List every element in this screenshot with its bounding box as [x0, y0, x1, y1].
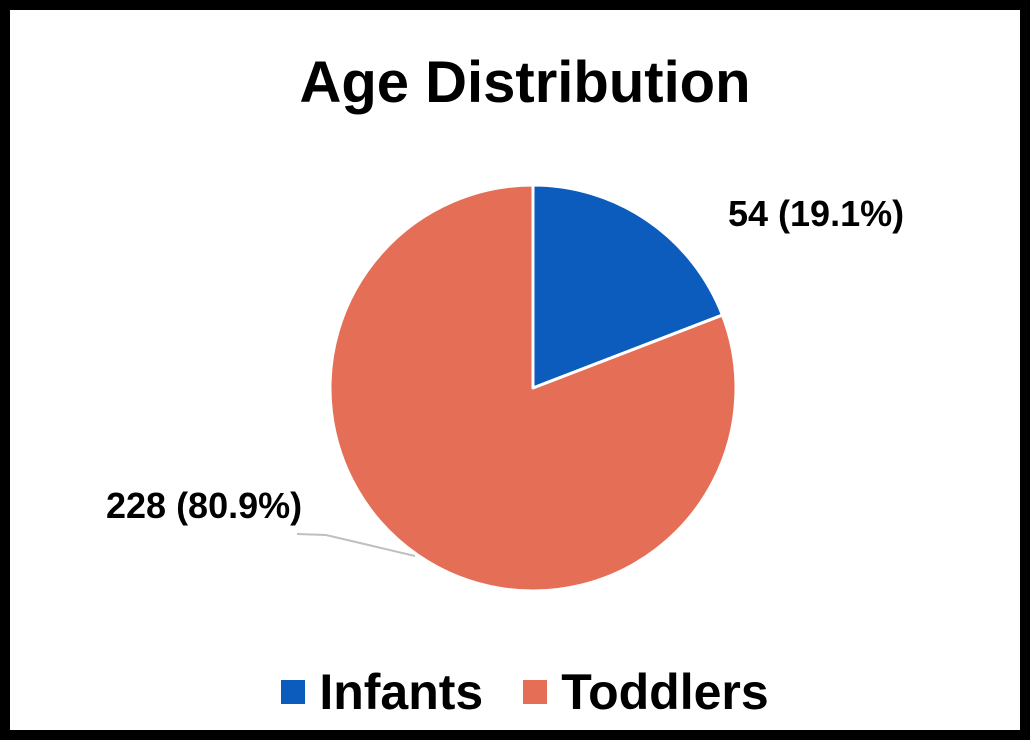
legend-item-infants: Infants	[281, 662, 483, 722]
legend-swatch-infants	[281, 680, 306, 704]
chart-legend: Infants Toddlers	[10, 662, 1030, 722]
legend-label-infants: Infants	[319, 664, 484, 720]
chart-title: Age Distribution	[299, 50, 751, 115]
data-label-toddlers: 228 (80.9%)	[106, 485, 303, 526]
pie-chart	[296, 183, 738, 593]
leader-line-toddlers	[296, 533, 416, 557]
legend-swatch-toddlers	[523, 680, 548, 704]
data-label-infants: 54 (19.1%)	[728, 193, 905, 234]
pie-slice-infants	[531, 183, 724, 390]
pie-slice-toddlers	[328, 183, 738, 593]
legend-label-toddlers: Toddlers	[561, 664, 769, 720]
legend-item-toddlers: Toddlers	[523, 662, 769, 722]
